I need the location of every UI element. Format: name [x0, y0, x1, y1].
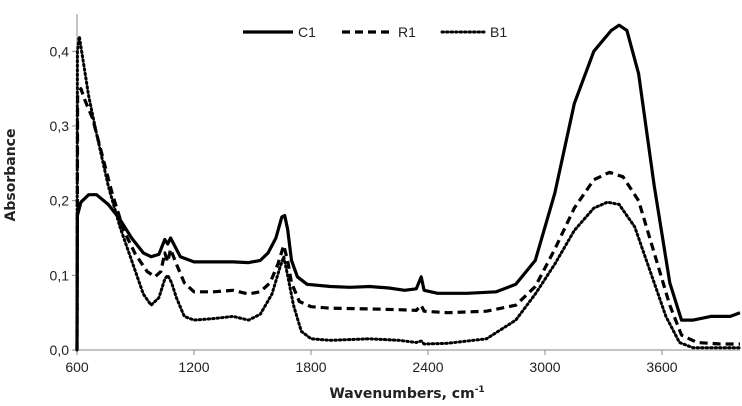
- x-tick-label: 3000: [529, 359, 560, 375]
- x-tick-label: 3600: [646, 359, 677, 375]
- legend-label-c1: C1: [298, 24, 316, 40]
- y-tick-label: 0,3: [50, 118, 70, 134]
- x-axis-title-superscript: -1: [475, 385, 485, 395]
- series-line-b1: [75, 34, 742, 352]
- legend-label-r1: R1: [398, 24, 416, 40]
- x-axis-title-text: Wavenumbers, cm: [329, 386, 474, 402]
- y-tick-label: 0,0: [50, 342, 70, 358]
- series-line-r1: [75, 87, 740, 351]
- y-axis-ticks: 0,0 0,1 0,2 0,3 0,4: [50, 43, 77, 358]
- legend: C1 R1 B1: [243, 24, 507, 40]
- x-axis-title: Wavenumbers, cm-1: [329, 385, 484, 402]
- legend-label-b1: B1: [490, 24, 507, 40]
- y-axis-title: Absorbance: [3, 129, 19, 222]
- x-tick-label: 1200: [178, 359, 209, 375]
- x-axis-ticks: 600 1200 1800 2400 3000 3600: [65, 350, 678, 375]
- x-tick-label: 1800: [295, 359, 326, 375]
- x-tick-label: 2400: [412, 359, 443, 375]
- x-tick-label: 600: [65, 359, 89, 375]
- y-tick-label: 0,2: [50, 193, 70, 209]
- series-layer: [75, 23, 742, 352]
- y-tick-label: 0,4: [50, 43, 70, 59]
- series-line-c1: [75, 23, 741, 351]
- plot-area: 0,0 0,1 0,2 0,3 0,4 600 1200 1800 2400 3000 3600: [50, 14, 742, 375]
- y-tick-label: 0,1: [50, 267, 70, 283]
